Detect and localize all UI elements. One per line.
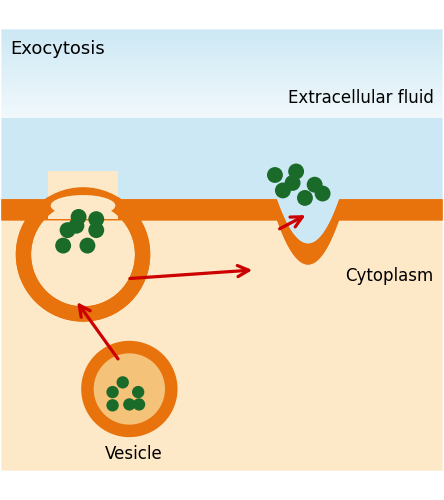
Circle shape <box>315 186 330 202</box>
FancyBboxPatch shape <box>1 76 443 80</box>
Circle shape <box>88 211 104 227</box>
Text: Vesicle: Vesicle <box>105 444 163 462</box>
FancyBboxPatch shape <box>1 97 443 100</box>
FancyBboxPatch shape <box>1 56 443 59</box>
Circle shape <box>29 200 137 308</box>
Circle shape <box>132 386 144 398</box>
Circle shape <box>79 238 95 254</box>
Circle shape <box>267 167 283 183</box>
Circle shape <box>107 386 119 398</box>
FancyBboxPatch shape <box>1 91 443 94</box>
Circle shape <box>116 376 129 388</box>
FancyBboxPatch shape <box>48 171 118 222</box>
Text: Extracellular fluid: Extracellular fluid <box>288 89 434 107</box>
FancyBboxPatch shape <box>1 88 443 91</box>
FancyBboxPatch shape <box>1 59 443 62</box>
FancyBboxPatch shape <box>1 103 443 106</box>
Circle shape <box>92 352 167 426</box>
Polygon shape <box>278 200 339 244</box>
Circle shape <box>307 177 323 192</box>
Polygon shape <box>278 200 339 244</box>
FancyBboxPatch shape <box>1 80 443 82</box>
Text: Exocytosis: Exocytosis <box>10 40 105 58</box>
Circle shape <box>71 209 87 225</box>
FancyBboxPatch shape <box>1 100 443 103</box>
FancyBboxPatch shape <box>1 53 443 56</box>
FancyBboxPatch shape <box>1 86 443 88</box>
FancyBboxPatch shape <box>1 70 443 74</box>
FancyBboxPatch shape <box>1 62 443 64</box>
FancyBboxPatch shape <box>1 50 443 53</box>
FancyBboxPatch shape <box>48 194 118 219</box>
FancyBboxPatch shape <box>1 44 443 47</box>
FancyBboxPatch shape <box>1 47 443 50</box>
Ellipse shape <box>51 195 115 216</box>
Circle shape <box>107 399 119 411</box>
FancyBboxPatch shape <box>1 94 443 97</box>
FancyBboxPatch shape <box>1 106 443 109</box>
FancyBboxPatch shape <box>1 109 443 112</box>
FancyBboxPatch shape <box>1 74 443 76</box>
FancyBboxPatch shape <box>1 64 443 68</box>
Circle shape <box>297 190 313 206</box>
Circle shape <box>285 175 301 191</box>
Text: Cytoplasm: Cytoplasm <box>345 268 434 285</box>
Circle shape <box>123 398 135 410</box>
Polygon shape <box>1 200 443 264</box>
FancyBboxPatch shape <box>1 114 443 117</box>
FancyBboxPatch shape <box>1 112 443 114</box>
Circle shape <box>68 218 84 234</box>
Circle shape <box>59 222 75 238</box>
Circle shape <box>55 238 71 254</box>
Polygon shape <box>1 220 443 470</box>
Circle shape <box>275 182 291 198</box>
FancyBboxPatch shape <box>1 68 443 70</box>
Circle shape <box>288 164 304 180</box>
FancyBboxPatch shape <box>1 41 443 44</box>
FancyBboxPatch shape <box>1 38 443 41</box>
Circle shape <box>88 222 104 238</box>
Polygon shape <box>1 200 443 264</box>
FancyBboxPatch shape <box>1 82 443 86</box>
FancyBboxPatch shape <box>1 36 443 38</box>
Polygon shape <box>1 30 443 244</box>
Circle shape <box>133 398 145 410</box>
